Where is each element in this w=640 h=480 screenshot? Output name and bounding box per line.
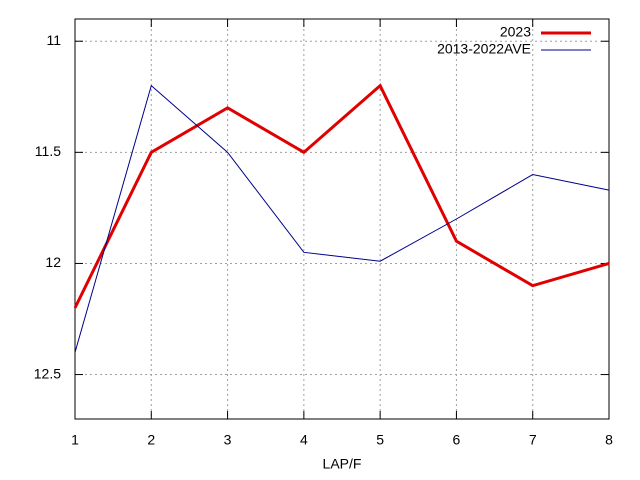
x-tick-label: 6 (453, 432, 461, 448)
series-line (73, 83, 610, 309)
x-tick-label: 7 (529, 432, 537, 448)
plot-frame (74, 18, 610, 420)
series-line (74, 84, 610, 353)
x-tick-label: 1 (71, 432, 79, 448)
x-tick-label: 2 (147, 432, 155, 448)
y-tick-label: 12.5 (34, 365, 61, 381)
x-tick-label: 5 (376, 432, 384, 448)
legend-label: 2013-2022AVE (437, 41, 531, 57)
y-tick-label: 11.5 (35, 143, 61, 159)
legend-label: 2023 (500, 24, 531, 40)
x-axis-label: LAP/F (323, 456, 362, 472)
y-tick-label: 11 (46, 32, 61, 48)
x-tick-label: 4 (300, 432, 308, 448)
x-tick-label: 8 (605, 432, 613, 448)
x-tick-label: 3 (224, 432, 232, 448)
y-tick-label: 12 (45, 254, 61, 270)
